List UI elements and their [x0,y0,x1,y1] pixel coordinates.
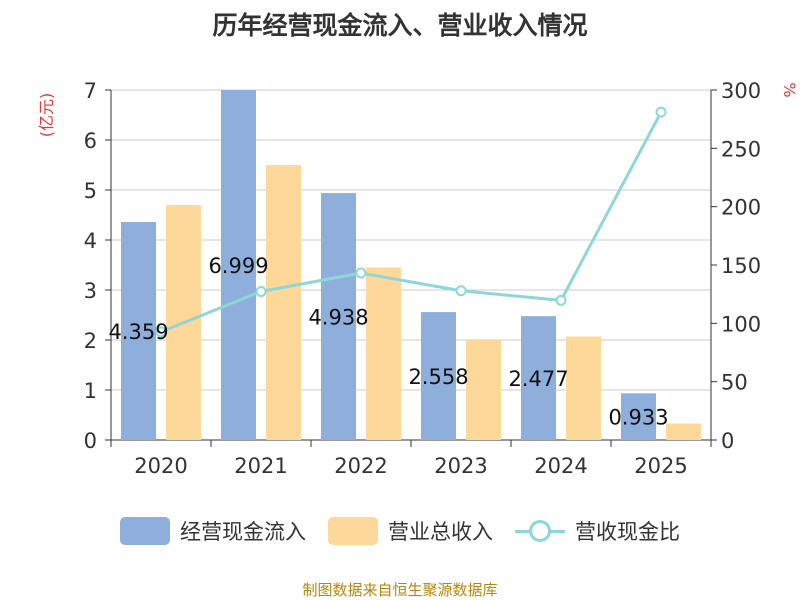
y-left-tick-label: 6 [84,129,97,153]
point-ratio [655,106,667,118]
chart-legend: 经营现金流入 营业总收入 营收现金比 [0,516,800,546]
y-left-tick-label: 3 [84,279,97,303]
line-ratio [160,111,663,334]
bar-revenue [466,340,501,440]
point-ratio [155,326,167,338]
x-tick-label: 2020 [134,454,187,478]
data-label-cash-inflow: 6.999 [208,254,268,278]
y-right-tick-label: 200 [721,196,761,220]
y-right-axis-label: % [780,82,799,97]
y-left-tick-label: 1 [84,379,97,403]
bar-revenue [666,423,701,440]
x-tick-label: 2021 [234,454,287,478]
bar-revenue [366,267,401,440]
legend-swatch-ratio [515,517,565,545]
bar-revenue [266,165,301,440]
chart-title: 历年经营现金流入、营业收入情况 [212,11,588,40]
y-right-tick-label: 250 [721,137,761,161]
y-right-tick-label: 0 [721,429,734,453]
point-ratio [555,294,567,306]
x-tick-label: 2025 [634,454,687,478]
bar-cash-inflow [321,193,356,440]
legend-item-revenue[interactable]: 营业总收入 [328,516,493,546]
bar-cash-inflow [221,90,256,441]
data-label-cash-inflow: 4.359 [108,320,168,344]
bar-cash-inflow [521,316,556,440]
data-label-cash-inflow: 2.558 [408,365,468,389]
y-left-axis-label: (亿元) [37,93,56,138]
point-ratio [455,285,467,297]
legend-swatch-cash-inflow [120,517,170,545]
y-right-tick-label: 50 [721,371,748,395]
data-label-cash-inflow: 2.477 [508,367,568,391]
data-label-cash-inflow: 0.933 [608,406,668,430]
x-tick-label: 2024 [534,454,587,478]
bar-cash-inflow [421,312,456,440]
legend-swatch-revenue [328,517,378,545]
data-label-cash-inflow: 4.938 [308,306,368,330]
bar-cash-inflow [621,393,656,440]
bar-cash-inflow [121,222,156,440]
x-tick-label: 2022 [334,454,387,478]
point-ratio [255,285,267,297]
legend-label-revenue: 营业总收入 [388,520,493,544]
y-right-tick-label: 100 [721,312,761,336]
y-left-tick-label: 0 [84,429,97,453]
y-right-tick-label: 300 [721,79,761,103]
legend-label-ratio: 营收现金比 [575,520,680,544]
legend-item-ratio[interactable]: 营收现金比 [515,516,680,546]
y-left-tick-label: 4 [84,229,97,253]
bar-revenue [566,336,601,440]
data-source-note: 制图数据来自恒生聚源数据库 [302,581,498,599]
y-right-tick-label: 150 [721,254,761,278]
point-ratio [355,267,367,279]
y-left-tick-label: 5 [84,179,97,203]
x-tick-label: 2023 [434,454,487,478]
y-left-tick-label: 7 [84,79,97,103]
legend-label-cash-inflow: 经营现金流入 [180,520,306,544]
legend-item-cash-inflow[interactable]: 经营现金流入 [120,516,306,546]
y-left-tick-label: 2 [84,329,97,353]
